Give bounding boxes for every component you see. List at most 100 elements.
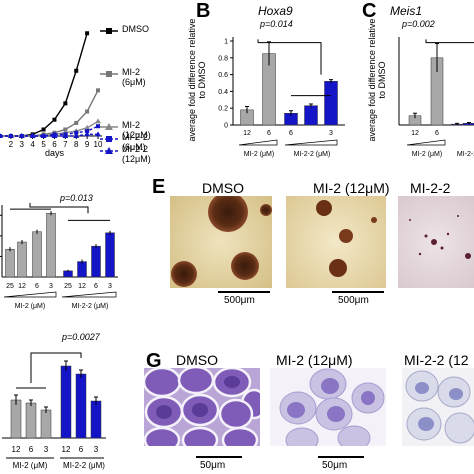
sig-bracket (258, 42, 322, 75)
bar (46, 212, 56, 278)
panel-b-ylabel: average fold difference relative to DMSO (187, 18, 207, 142)
growth-point (7, 133, 14, 138)
panel-f-pvalue: p=0.0027 (62, 332, 100, 342)
hoxa9-bar-chart: 0 0.2 0.4 0.6 0.8 1 12 6 6 3 MI-2 (μM) MI-2-2 (μM) (218, 37, 345, 158)
bar (17, 241, 27, 278)
panel-d-pvalue: p=0.013 (60, 193, 93, 203)
colony-dots-mi22 (409, 215, 471, 259)
growth-point (52, 117, 57, 122)
group-label: MI-2 (μM) (15, 303, 45, 310)
panel-g-title-mi2: MI-2 (12μM) (276, 352, 353, 368)
bar-y-tick-label: 0.2 (218, 106, 228, 113)
conc-label: 6 (94, 283, 98, 290)
legend-dmso-label: DMSO (122, 24, 149, 34)
bar (304, 105, 318, 126)
panel-a-x-tick-label: 4 (30, 140, 35, 149)
group-label: MI-2 (μM) (13, 461, 48, 470)
growth-point (73, 133, 80, 138)
growth-point (40, 133, 47, 138)
bar (25, 402, 37, 439)
panel-label-b: B (196, 0, 211, 22)
conc-label: 3 (94, 445, 99, 454)
panel-a-x-tick-label: 9 (85, 140, 90, 149)
bar-y-tick-label: 0 (224, 123, 228, 130)
conc-label: 25 (6, 283, 14, 290)
conc-label: 3 (44, 445, 49, 454)
conc-label: 12 (62, 445, 71, 454)
scalebar-g2 (318, 456, 364, 458)
panel-c-pvalue: p=0.002 (402, 19, 435, 29)
bar-chart-f: 12 6 3 12 6 3 MI-2 (μM) MI-2-2 (μM) (2, 352, 106, 470)
scalebar-e1 (218, 291, 270, 293)
panel-b-pvalue: p=0.014 (260, 19, 293, 29)
legend-mi2-6-label: MI-2 (6μM) (122, 67, 146, 87)
growth-point (41, 127, 46, 132)
sig-bracket (30, 352, 82, 383)
group-label: MI-2-2 (μM) (63, 461, 105, 470)
conc-label: 12 (78, 283, 86, 290)
bar (40, 409, 52, 439)
cell-photo-mi22 (402, 368, 474, 446)
conc-label: 25 (64, 283, 72, 290)
panel-a-x-tick-label: 8 (74, 140, 79, 149)
growth-point (95, 118, 101, 124)
group-label: MI-2-2 (μM) (294, 151, 331, 158)
colony-blobs-dmso (171, 196, 272, 287)
bar-y-tick-label: 0.8 (218, 55, 228, 62)
panel-label-c: C (362, 0, 377, 22)
colony-bar-chart: 25 12 6 3 25 12 6 3 MI-2 (μM) MI-2-2 (μM) (0, 202, 118, 310)
colony-photo-dmso (170, 196, 272, 288)
growth-point (95, 131, 101, 137)
legend-mi2-12-label: MI-2 (12μM) (122, 120, 151, 140)
growth-point (18, 133, 25, 138)
panel-c-ylabel: average fold difference relative to DMSO (367, 18, 387, 142)
bar (60, 365, 72, 439)
legend-mi2-12-marker (100, 123, 118, 130)
bar (32, 231, 42, 278)
conc-label: 3 (329, 130, 333, 137)
scale-label-g1: 50μm (200, 460, 226, 471)
bar (77, 261, 87, 278)
cell-photo-mi2 (270, 368, 386, 446)
dose-wedge (406, 139, 446, 146)
group-label: MI-2 (μM) (244, 151, 274, 158)
growth-point (63, 127, 68, 132)
conc-label: 6 (267, 130, 271, 137)
conc-label: 12 (18, 283, 26, 290)
growth-point (29, 133, 36, 138)
conc-label: 6 (35, 283, 39, 290)
colony-photo-mi22 (398, 196, 474, 288)
panel-g-title-mi22: MI-2-2 (12 (404, 352, 469, 368)
panel-a-x-tick-label: 2 (9, 140, 14, 149)
dose-wedge (61, 291, 117, 298)
sig-bracket (425, 39, 474, 44)
legend-dmso-marker (100, 28, 118, 34)
panel-g-title-dmso: DMSO (176, 352, 218, 368)
growth-point (84, 131, 91, 137)
panel-e-title-dmso: DMSO (202, 180, 244, 196)
growth-point (85, 109, 90, 114)
conc-label: 6 (79, 445, 84, 454)
bar-y-tick-label: 0.4 (218, 89, 228, 96)
colony-photo-mi2 (286, 196, 386, 288)
growth-point (85, 129, 90, 134)
scale-label-e2: 500μm (338, 295, 369, 306)
panel-a-xlabel: days (45, 148, 65, 158)
bar (105, 232, 115, 278)
bar-y-tick-label: 0.6 (218, 72, 228, 79)
growth-curve-chart: 2 3 4 5 6 7 8 9 10 (0, 31, 103, 149)
growth-point (84, 124, 91, 130)
bar (90, 400, 102, 439)
conc-label: 3 (49, 283, 53, 290)
scale-label-e1: 500μm (224, 295, 255, 306)
conc-label: 6 (29, 445, 34, 454)
scalebar-g1 (196, 456, 242, 458)
panel-a-x-tick-label: 7 (63, 140, 68, 149)
bar-y-tick-label: 1 (224, 39, 228, 46)
conc-label: 12 (12, 445, 21, 454)
legend-mi22-6-label: MI-2-2 (6μM) (122, 132, 149, 152)
growth-point (74, 120, 79, 125)
bar (5, 248, 15, 278)
bar (10, 399, 22, 439)
growth-point (74, 130, 79, 135)
